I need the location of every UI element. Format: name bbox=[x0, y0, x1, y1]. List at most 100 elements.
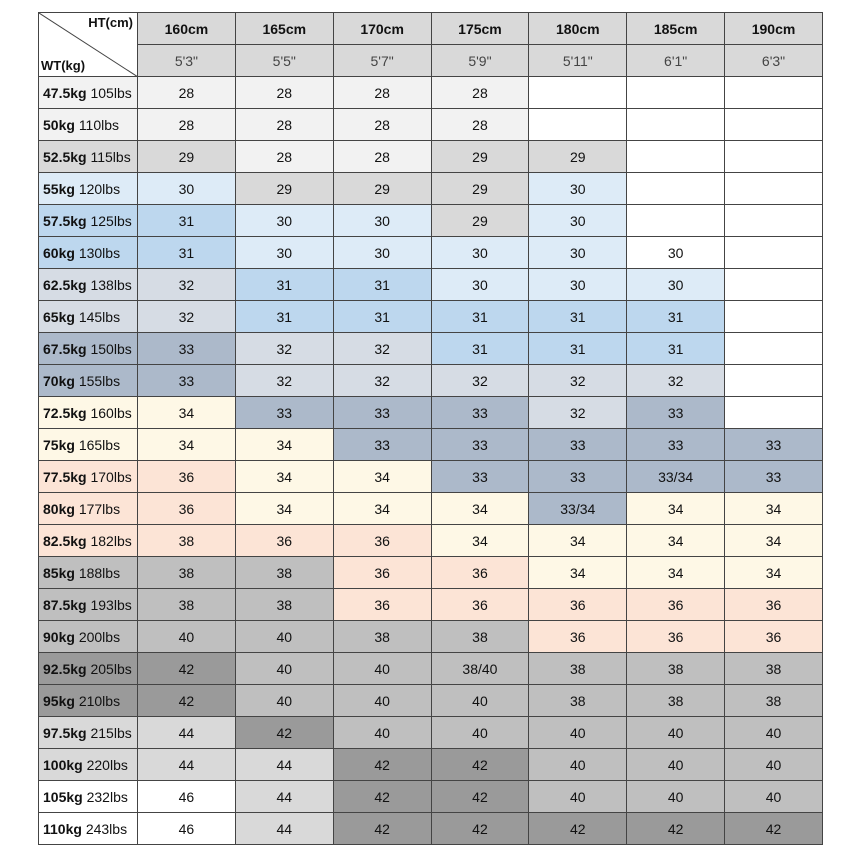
table-body: HT(cm) WT(kg) 160cm 165cm 170cm 175cm 180cm 1… bbox=[38, 12, 823, 845]
size-cell: 34 bbox=[626, 492, 726, 525]
size-cell: 40 bbox=[528, 780, 628, 813]
size-cell: 42 bbox=[137, 652, 236, 685]
row-header: 97.5kg 215lbs bbox=[38, 716, 138, 749]
size-cell: 33 bbox=[430, 460, 530, 493]
size-cell: 31 bbox=[234, 268, 334, 301]
row-header: 85kg 188lbs bbox=[38, 556, 138, 589]
weight-lbs: 177lbs bbox=[78, 500, 121, 517]
size-cell: 40 bbox=[626, 716, 726, 749]
size-cell: 32 bbox=[528, 364, 628, 397]
weight-lbs: 205lbs bbox=[90, 660, 132, 677]
size-cell: 31 bbox=[332, 300, 432, 333]
size-cell: 40 bbox=[332, 716, 432, 749]
height-cm: 180cm bbox=[528, 12, 628, 45]
table-row: 100kg 220lbs 44 44 42 42 40 40 40 bbox=[38, 748, 823, 781]
size-cell: 32 bbox=[626, 364, 726, 397]
row-header: 62.5kg 138lbs bbox=[38, 268, 138, 301]
size-cell: 28 bbox=[332, 108, 432, 141]
size-cell: 46 bbox=[137, 780, 236, 813]
size-cell: 36 bbox=[332, 524, 432, 557]
weight-kg: 60kg bbox=[43, 244, 75, 261]
weight-kg: 52.5kg bbox=[43, 148, 87, 165]
weight-lbs: 150lbs bbox=[90, 340, 132, 357]
row-header: 55kg 120lbs bbox=[38, 172, 138, 205]
size-cell: 40 bbox=[234, 684, 334, 717]
size-cell: 42 bbox=[430, 780, 530, 813]
weight-kg: 87.5kg bbox=[43, 596, 87, 613]
table-row: 75kg 165lbs 34 34 33 33 33 33 33 bbox=[38, 428, 823, 461]
weight-lbs: 193lbs bbox=[90, 596, 132, 613]
size-cell bbox=[724, 236, 823, 269]
weight-kg: 50kg bbox=[43, 116, 75, 133]
size-cell: 31 bbox=[137, 204, 236, 237]
height-label: HT(cm) bbox=[88, 15, 133, 30]
weight-lbs: 160lbs bbox=[90, 404, 132, 421]
size-cell: 40 bbox=[234, 620, 334, 653]
size-cell: 30 bbox=[234, 236, 334, 269]
weight-lbs: 120lbs bbox=[78, 180, 121, 197]
weight-lbs: 125lbs bbox=[90, 212, 132, 229]
size-cell: 36 bbox=[332, 556, 432, 589]
table-row: 85kg 188lbs 38 38 36 36 34 34 34 bbox=[38, 556, 823, 589]
height-ft: 6'3" bbox=[724, 44, 823, 77]
size-cell bbox=[724, 172, 823, 205]
size-cell bbox=[724, 108, 823, 141]
size-cell bbox=[626, 76, 726, 109]
size-cell bbox=[626, 108, 726, 141]
weight-lbs: 155lbs bbox=[78, 372, 121, 389]
size-cell: 33 bbox=[137, 364, 236, 397]
size-cell: 29 bbox=[430, 204, 530, 237]
weight-kg: 70kg bbox=[43, 372, 75, 389]
row-header: 82.5kg 182lbs bbox=[38, 524, 138, 557]
size-cell: 30 bbox=[332, 204, 432, 237]
size-cell bbox=[528, 108, 628, 141]
size-cell: 36 bbox=[430, 556, 530, 589]
size-cell: 38 bbox=[724, 652, 823, 685]
size-cell: 32 bbox=[430, 364, 530, 397]
size-cell: 28 bbox=[137, 76, 236, 109]
size-cell: 44 bbox=[234, 748, 334, 781]
size-cell bbox=[724, 396, 823, 429]
row-header: 105kg 232lbs bbox=[38, 780, 138, 813]
size-cell: 42 bbox=[234, 716, 334, 749]
size-cell: 34 bbox=[626, 524, 726, 557]
weight-kg: 47.5kg bbox=[43, 84, 87, 101]
size-cell: 36 bbox=[137, 492, 236, 525]
weight-lbs: 232lbs bbox=[86, 788, 128, 805]
height-cm: 170cm bbox=[332, 12, 432, 45]
size-cell: 42 bbox=[137, 684, 236, 717]
height-ft: 5'11" bbox=[528, 44, 628, 77]
row-header: 65kg 145lbs bbox=[38, 300, 138, 333]
size-cell: 34 bbox=[430, 524, 530, 557]
size-cell: 30 bbox=[430, 268, 530, 301]
size-cell: 31 bbox=[626, 300, 726, 333]
size-cell: 30 bbox=[528, 268, 628, 301]
weight-lbs: 165lbs bbox=[78, 436, 121, 453]
size-cell: 34 bbox=[430, 492, 530, 525]
size-cell: 36 bbox=[724, 588, 823, 621]
size-cell: 33 bbox=[430, 396, 530, 429]
table-row: 90kg 200lbs 40 40 38 38 36 36 36 bbox=[38, 620, 823, 653]
size-cell: 34 bbox=[528, 556, 628, 589]
size-cell: 28 bbox=[332, 140, 432, 173]
size-cell: 40 bbox=[724, 780, 823, 813]
size-cell: 42 bbox=[430, 812, 530, 845]
size-cell: 33 bbox=[724, 428, 823, 461]
weight-label: WT(kg) bbox=[41, 58, 86, 73]
size-cell: 33 bbox=[234, 396, 334, 429]
table-row: 70kg 155lbs 33 32 32 32 32 32 bbox=[38, 364, 823, 397]
weight-kg: 67.5kg bbox=[43, 340, 87, 357]
size-cell: 42 bbox=[332, 780, 432, 813]
size-table: HT(cm) WT(kg) 160cm 165cm 170cm 175cm 180cm 1… bbox=[38, 12, 823, 845]
weight-kg: 90kg bbox=[43, 628, 75, 645]
size-cell: 40 bbox=[528, 748, 628, 781]
weight-kg: 82.5kg bbox=[43, 532, 87, 549]
header-row: HT(cm) WT(kg) 160cm 165cm 170cm 175cm 180cm 1… bbox=[38, 12, 823, 77]
row-header: 92.5kg 205lbs bbox=[38, 652, 138, 685]
size-cell: 31 bbox=[626, 332, 726, 365]
size-cell: 29 bbox=[137, 140, 236, 173]
weight-lbs: 215lbs bbox=[90, 724, 132, 741]
height-cm: 165cm bbox=[234, 12, 334, 45]
size-cell: 34 bbox=[724, 524, 823, 557]
size-cell: 38 bbox=[137, 524, 236, 557]
